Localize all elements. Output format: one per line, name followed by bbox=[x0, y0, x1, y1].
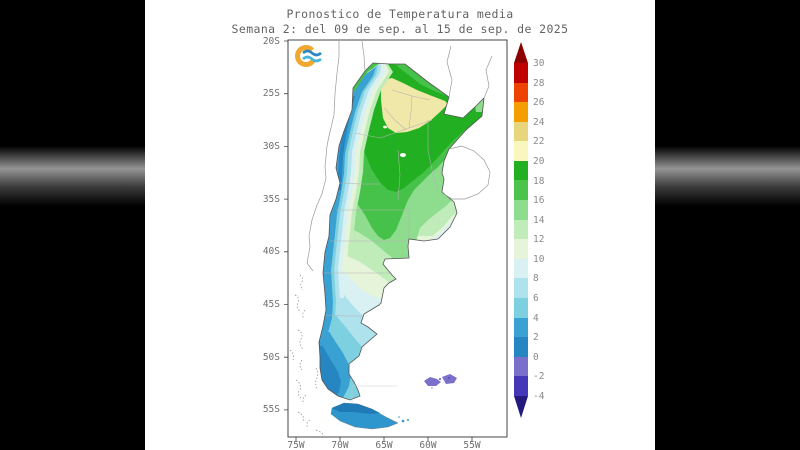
parana-river-brazil bbox=[483, 55, 493, 99]
tierra-del-fuego bbox=[330, 402, 409, 430]
paraguay-river bbox=[446, 45, 453, 98]
colorbar-tick-label: 8 bbox=[533, 273, 539, 285]
temp-band-6-8 bbox=[319, 268, 484, 400]
colorbar-tick-label: 28 bbox=[533, 77, 545, 89]
y-tick-label: 40S bbox=[262, 246, 280, 258]
map-frame bbox=[287, 39, 508, 438]
colorbar-tick-label: 10 bbox=[533, 253, 545, 265]
colorbar-segment bbox=[514, 160, 528, 181]
colorbar-tick-label: 2 bbox=[533, 332, 539, 344]
colorbar-arrow-top bbox=[514, 42, 528, 63]
argentina-temperature-map bbox=[284, 39, 508, 441]
temperature-bands bbox=[319, 63, 484, 400]
logo-wave-icon bbox=[302, 55, 322, 63]
right-letterbox-bar bbox=[655, 0, 800, 450]
colorbar-tick-label: 0 bbox=[533, 351, 539, 363]
colorbar-tick-label: 30 bbox=[533, 58, 545, 69]
colorbar-segment bbox=[514, 356, 528, 377]
y-tick-label: 55S bbox=[262, 404, 280, 416]
colorbar-tick-label: 16 bbox=[533, 195, 545, 207]
colorbar-segment bbox=[514, 278, 528, 298]
y-tick-label: 25S bbox=[262, 88, 280, 100]
colorbar-tick-label: 14 bbox=[533, 214, 545, 226]
colorbar-tick-label: 18 bbox=[533, 175, 545, 187]
misiones-light-patch bbox=[475, 98, 484, 112]
colorbar-arrow-bottom bbox=[514, 395, 528, 418]
y-tick-label: 50S bbox=[262, 351, 280, 363]
colorbar-segment bbox=[514, 219, 528, 240]
colorbar-segment bbox=[514, 121, 528, 142]
colorbar-tick-label: 12 bbox=[533, 234, 545, 246]
colorbar-tick-label: 22 bbox=[533, 136, 545, 148]
neighbor-borders bbox=[306, 40, 493, 410]
colorbar-tick-label: -2 bbox=[533, 371, 545, 383]
colorbar-segment bbox=[514, 297, 528, 318]
y-tick-label: 30S bbox=[262, 140, 280, 152]
colorbar-tick-label: 6 bbox=[533, 293, 539, 305]
x-tick-label: 55W bbox=[463, 440, 481, 450]
uruguay-outline bbox=[443, 145, 491, 200]
chart-subtitle: Semana 2: del 09 de sep. al 15 de sep. d… bbox=[231, 22, 569, 36]
colorbar bbox=[514, 42, 528, 418]
province-borders bbox=[323, 89, 439, 317]
y-tick-label: 35S bbox=[262, 193, 280, 205]
colorbar-segment bbox=[514, 317, 528, 338]
chile-coastline bbox=[306, 41, 340, 272]
colorbar-tick-label: 20 bbox=[533, 155, 545, 167]
logo-wave-icon bbox=[302, 49, 322, 57]
colorbar-segments bbox=[514, 63, 528, 396]
x-tick-label: 75W bbox=[287, 440, 305, 450]
colorbar-tick-label: 26 bbox=[533, 97, 545, 109]
colorbar-segment bbox=[514, 376, 528, 396]
archipelago-speckles bbox=[289, 274, 325, 437]
colorbar-segment bbox=[514, 200, 528, 220]
x-tick-label: 65W bbox=[375, 440, 393, 450]
colorbar-segment bbox=[514, 102, 528, 122]
colorbar-tick-label: 4 bbox=[533, 312, 539, 324]
colorbar-segment bbox=[514, 180, 528, 201]
y-tick-label: 45S bbox=[262, 299, 280, 310]
colorbar-segment bbox=[514, 239, 528, 259]
temp-band-4-6 bbox=[319, 288, 484, 400]
forecast-map-figure: Pronostico de Temperatura media Semana 2… bbox=[145, 0, 655, 450]
smn-weather-logo bbox=[295, 45, 322, 67]
strip-6-8 bbox=[325, 64, 381, 316]
colorbar-segment bbox=[514, 63, 528, 83]
colorbar-segment bbox=[514, 141, 528, 161]
argentina-border bbox=[318, 62, 485, 401]
malvinas-islands bbox=[424, 374, 457, 389]
colorbar-tick-label: -4 bbox=[533, 391, 545, 403]
chart-title: Pronostico de Temperatura media bbox=[286, 7, 514, 21]
temp-band-0-2 bbox=[319, 336, 341, 400]
lake-mar-chiquita bbox=[400, 153, 406, 157]
axis-ticks bbox=[284, 40, 473, 441]
left-letterbox-bar bbox=[0, 0, 145, 450]
temp-band-8-10 bbox=[319, 256, 484, 400]
x-tick-label: 60W bbox=[419, 440, 437, 450]
colorbar-segment bbox=[514, 82, 528, 103]
colorbar-tick-label: 24 bbox=[533, 116, 545, 128]
strip-0-2 bbox=[337, 96, 355, 190]
y-tick-label: 20S bbox=[262, 35, 280, 47]
bolivia-chile-border bbox=[361, 40, 366, 72]
andes-cold-strip bbox=[320, 63, 393, 346]
salinas-grandes bbox=[383, 125, 387, 129]
colorbar-segment bbox=[514, 337, 528, 357]
colorbar-segment bbox=[514, 258, 528, 279]
x-tick-label: 70W bbox=[331, 440, 349, 450]
